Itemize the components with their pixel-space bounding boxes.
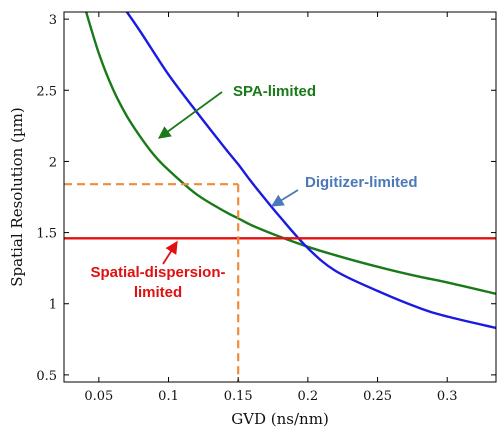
plot-background (64, 12, 496, 382)
annotation-label: limited (134, 284, 182, 301)
axis-ticks: 0.05 0.1 0.15 0.2 0.25 0.3 0.5 1 1.5 2 2.5 3 (36, 12, 496, 404)
y-tick-label: 2.5 (36, 84, 57, 99)
y-tick-label: 3 (49, 13, 57, 28)
x-tick-label: 0.1 (158, 389, 179, 404)
reference-lines (64, 183, 240, 382)
x-tick-label: 0.05 (84, 389, 113, 404)
annotation-label: Digitizer-limited (305, 174, 418, 191)
x-axis-title: GVD (ns/nm) (231, 410, 329, 428)
y-tick-label: 0.5 (36, 369, 57, 384)
x-tick-label: 0.15 (224, 389, 253, 404)
x-tick-label: 0.3 (437, 389, 458, 404)
y-axis-title: Spatial Resolution (µm) (8, 107, 26, 286)
plot-frame (63, 11, 497, 383)
annotation-label: SPA-limited (233, 83, 316, 100)
series-spa-limited (84, 12, 496, 295)
y-tick-label: 1 (49, 298, 57, 313)
series-lines (64, 12, 496, 330)
annotation-arrow (157, 91, 223, 139)
annotation-arrow (270, 189, 299, 207)
annotation-label: Spatial-dispersion- (90, 264, 225, 281)
annotations: SPA-limited Digitizer-limited Spatial-disp… (90, 83, 417, 301)
y-tick-label: 1.5 (36, 227, 57, 242)
y-tick-label: 2 (49, 155, 57, 170)
x-tick-label: 0.2 (298, 389, 319, 404)
annotation-arrow (162, 240, 178, 265)
x-tick-label: 0.25 (363, 389, 392, 404)
series-digitizer-limited (125, 12, 496, 330)
